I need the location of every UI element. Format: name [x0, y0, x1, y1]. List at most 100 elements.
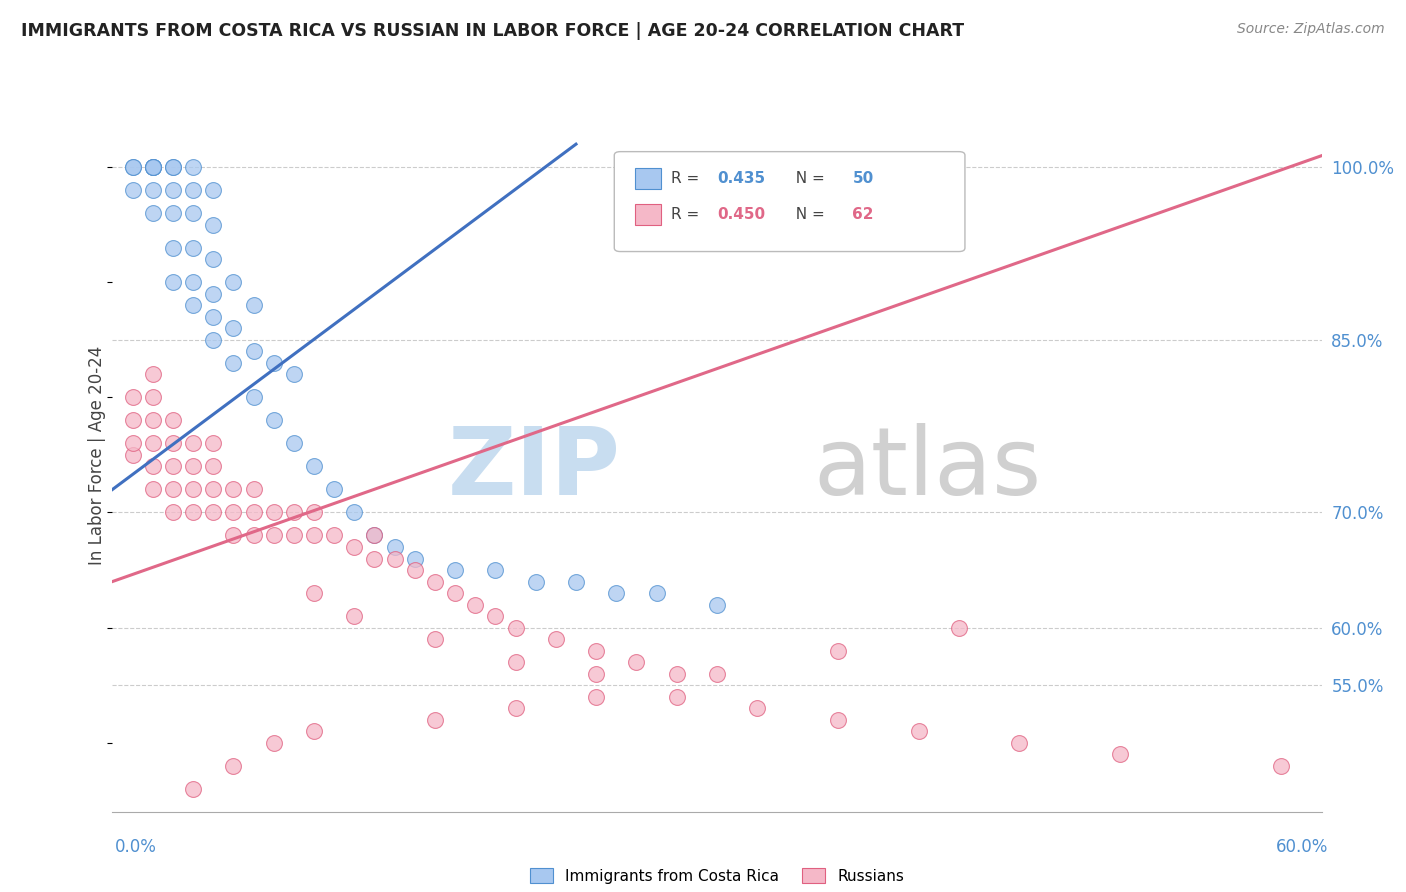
- Point: [202, 310, 225, 324]
- Text: N =: N =: [786, 171, 830, 186]
- Point: [222, 483, 245, 497]
- Text: R =: R =: [671, 171, 704, 186]
- Point: [827, 643, 849, 657]
- Point: [384, 551, 406, 566]
- Point: [242, 506, 264, 520]
- Point: [121, 160, 143, 174]
- Point: [121, 413, 143, 427]
- Point: [181, 241, 204, 255]
- Text: ZIP: ZIP: [447, 423, 620, 516]
- Point: [121, 390, 143, 404]
- Point: [283, 368, 305, 382]
- Point: [1270, 758, 1292, 772]
- Point: [162, 436, 184, 450]
- Point: [323, 483, 346, 497]
- Point: [242, 390, 264, 404]
- Point: [142, 206, 165, 220]
- Point: [263, 736, 285, 750]
- Point: [222, 321, 245, 335]
- Point: [181, 506, 204, 520]
- Point: [162, 183, 184, 197]
- Y-axis label: In Labor Force | Age 20-24: In Labor Force | Age 20-24: [87, 345, 105, 565]
- Text: 0.0%: 0.0%: [115, 838, 157, 855]
- Point: [423, 574, 446, 589]
- Point: [747, 701, 769, 715]
- Point: [948, 621, 970, 635]
- Point: [404, 563, 426, 577]
- Point: [263, 528, 285, 542]
- Point: [302, 459, 325, 474]
- Point: [343, 609, 366, 624]
- Point: [222, 528, 245, 542]
- Point: [121, 183, 143, 197]
- Point: [242, 483, 264, 497]
- Point: [142, 160, 165, 174]
- Text: IMMIGRANTS FROM COSTA RICA VS RUSSIAN IN LABOR FORCE | AGE 20-24 CORRELATION CHA: IMMIGRANTS FROM COSTA RICA VS RUSSIAN IN…: [21, 22, 965, 40]
- Point: [665, 666, 688, 681]
- Text: atlas: atlas: [814, 423, 1042, 516]
- Point: [121, 436, 143, 450]
- Point: [222, 758, 245, 772]
- Point: [363, 528, 385, 542]
- Point: [142, 160, 165, 174]
- Point: [162, 160, 184, 174]
- Point: [222, 356, 245, 370]
- Point: [202, 459, 225, 474]
- Point: [404, 551, 426, 566]
- Point: [565, 574, 588, 589]
- Point: [605, 586, 627, 600]
- Text: Source: ZipAtlas.com: Source: ZipAtlas.com: [1237, 22, 1385, 37]
- Point: [505, 701, 527, 715]
- Point: [827, 713, 849, 727]
- Point: [162, 506, 184, 520]
- Point: [162, 275, 184, 289]
- Point: [142, 413, 165, 427]
- Point: [222, 506, 245, 520]
- Point: [142, 160, 165, 174]
- Point: [181, 275, 204, 289]
- Point: [263, 356, 285, 370]
- Point: [162, 160, 184, 174]
- Point: [162, 413, 184, 427]
- Point: [302, 724, 325, 739]
- Point: [162, 459, 184, 474]
- Point: [202, 483, 225, 497]
- Point: [242, 344, 264, 359]
- Point: [181, 483, 204, 497]
- Point: [343, 540, 366, 554]
- Text: 62: 62: [852, 207, 875, 222]
- Point: [162, 483, 184, 497]
- Point: [202, 183, 225, 197]
- Point: [283, 528, 305, 542]
- Point: [302, 528, 325, 542]
- Point: [585, 643, 607, 657]
- Text: R =: R =: [671, 207, 704, 222]
- Point: [162, 241, 184, 255]
- Point: [505, 655, 527, 669]
- Point: [706, 666, 728, 681]
- Text: 0.435: 0.435: [717, 171, 765, 186]
- Point: [162, 206, 184, 220]
- Point: [202, 252, 225, 267]
- Point: [121, 160, 143, 174]
- Point: [202, 436, 225, 450]
- Point: [323, 528, 346, 542]
- Point: [202, 286, 225, 301]
- Point: [202, 218, 225, 232]
- Point: [181, 436, 204, 450]
- Point: [181, 160, 204, 174]
- Point: [524, 574, 547, 589]
- Point: [242, 528, 264, 542]
- Point: [444, 586, 467, 600]
- Bar: [636, 168, 661, 189]
- Point: [423, 713, 446, 727]
- Point: [1008, 736, 1031, 750]
- Point: [505, 621, 527, 635]
- Point: [363, 551, 385, 566]
- Point: [242, 298, 264, 312]
- Point: [263, 506, 285, 520]
- Point: [665, 690, 688, 704]
- Point: [202, 506, 225, 520]
- Text: 0.450: 0.450: [717, 207, 765, 222]
- Point: [121, 448, 143, 462]
